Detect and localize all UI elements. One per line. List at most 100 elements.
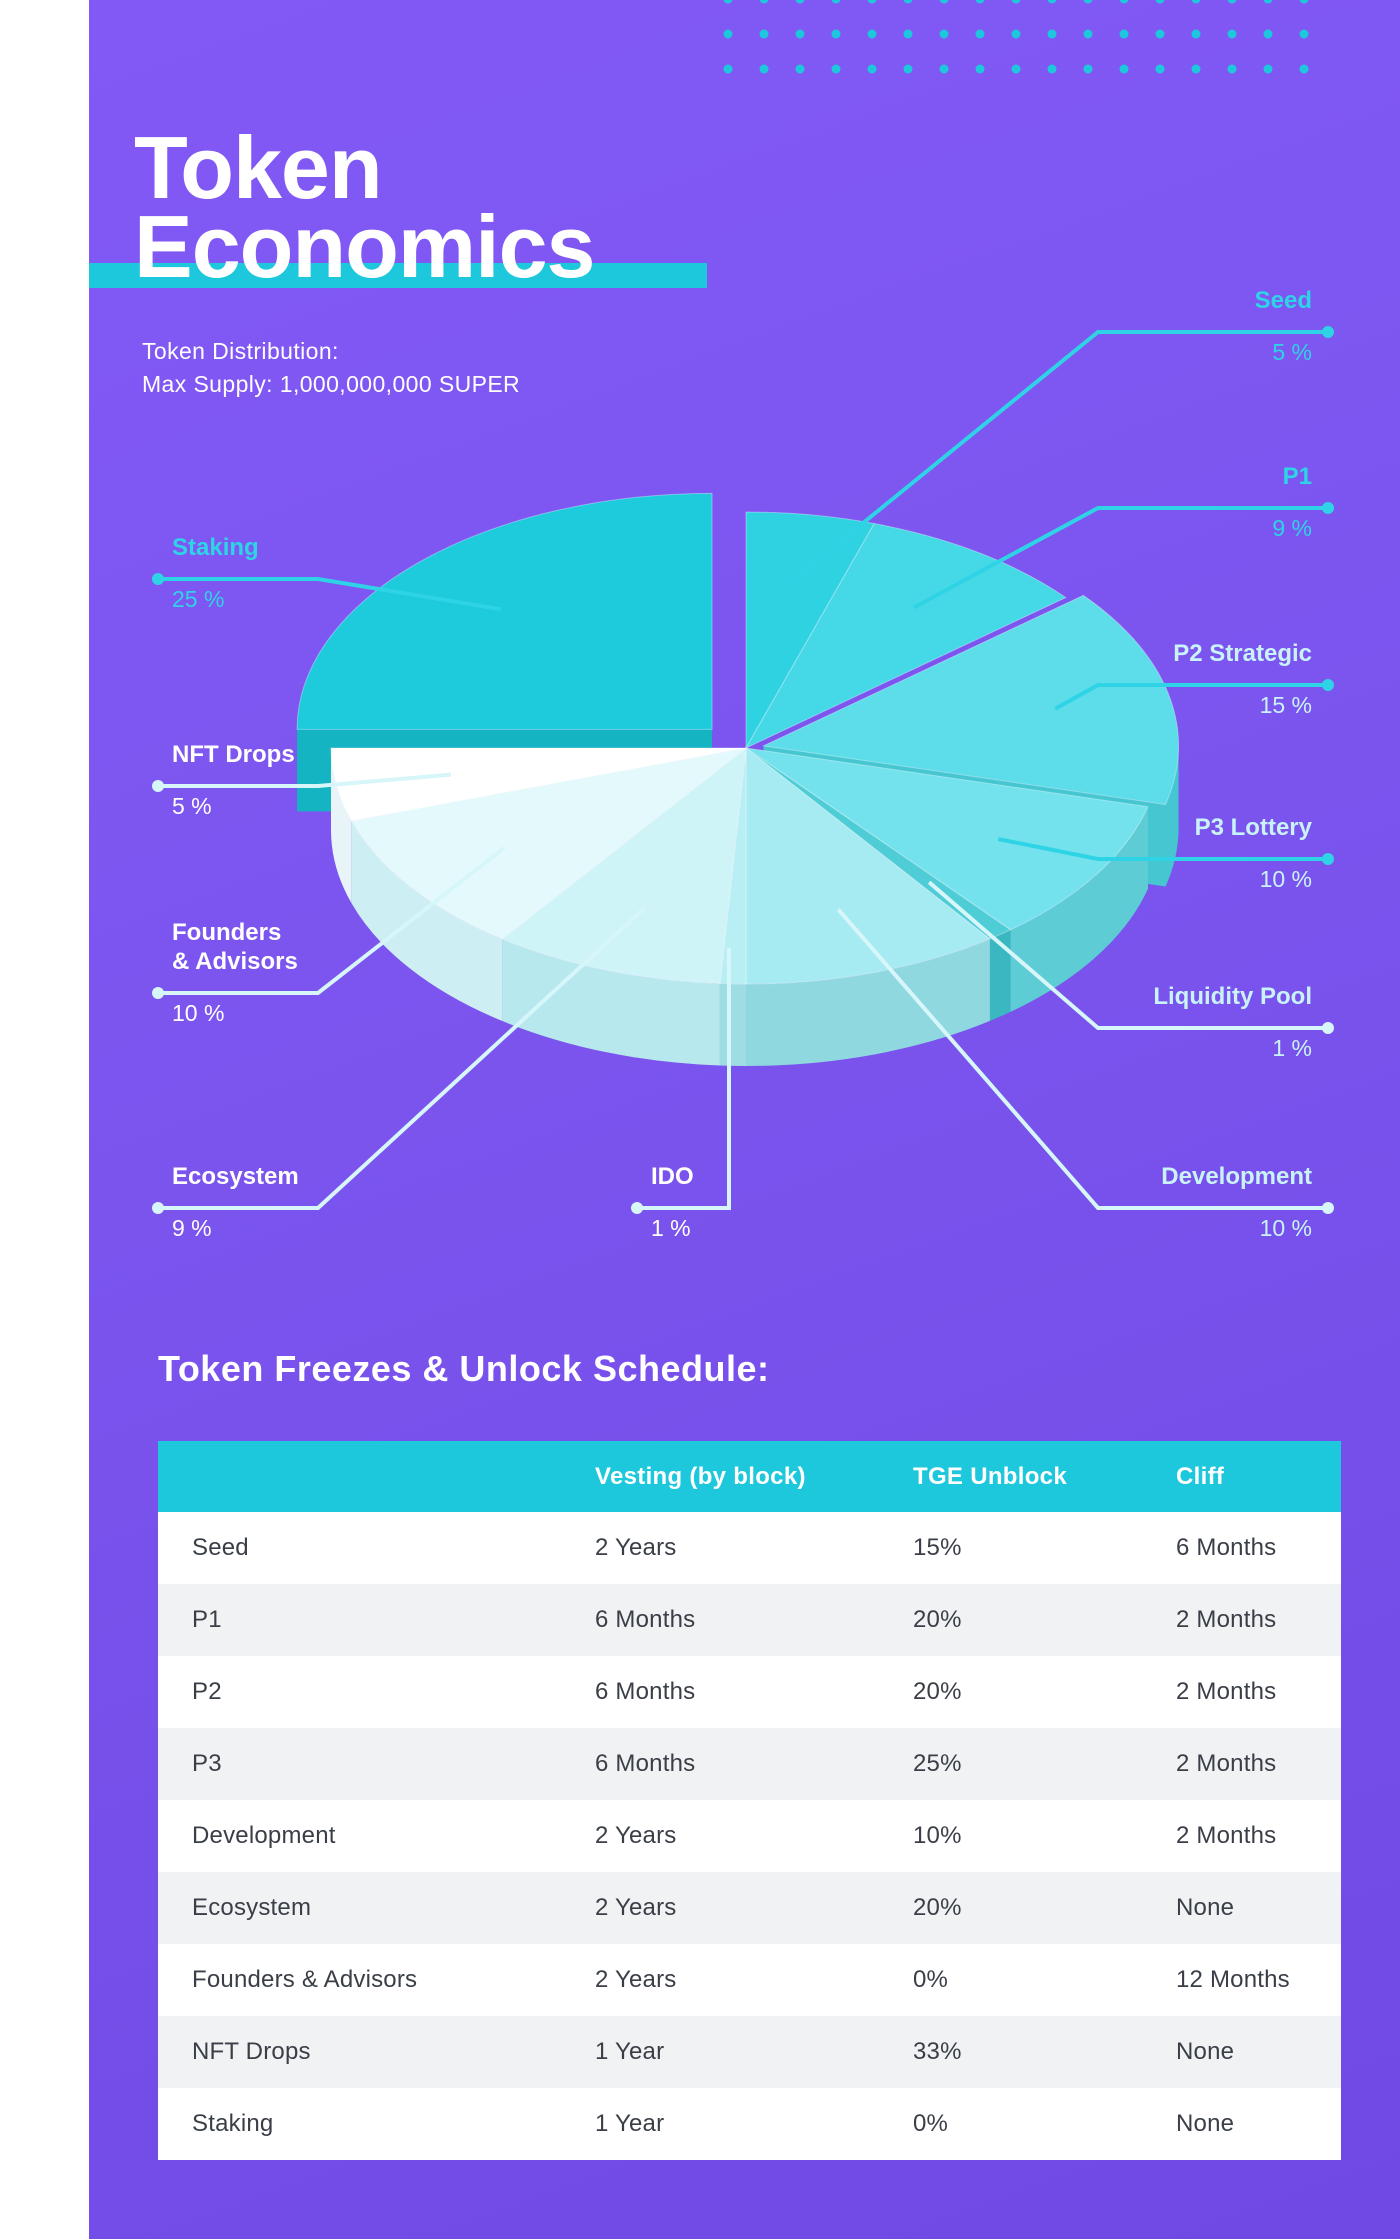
table-cell: 12 Months xyxy=(1176,1944,1341,2016)
pie-slice-p3-lottery xyxy=(745,747,1149,931)
pie-label-name-line: P1 xyxy=(1283,463,1312,490)
decorative-dot xyxy=(867,29,877,39)
decorative-dot xyxy=(723,29,733,39)
table-cell: None xyxy=(1176,2016,1341,2088)
decorative-dot xyxy=(867,64,877,74)
pie-3d-body xyxy=(296,492,1180,1066)
leader-dot-staking xyxy=(152,573,164,585)
leader-line-liquidity-pool xyxy=(927,880,1328,1030)
table-cell: 0% xyxy=(913,1944,1176,2016)
distribution-subtitle: Token Distribution: xyxy=(142,338,339,364)
table-cell: 2 Months xyxy=(1176,1584,1341,1656)
decorative-dot xyxy=(1191,29,1201,39)
column-header xyxy=(158,1441,595,1512)
decorative-dot xyxy=(1299,64,1309,74)
decorative-dot xyxy=(975,29,985,39)
table-row: Development 2 Years 10% 2 Months xyxy=(158,1800,1341,1872)
column-header-tge-unblock: TGE Unblock xyxy=(913,1441,1176,1512)
table-row: P3 6 Months 25% 2 Months xyxy=(158,1728,1341,1800)
leader-line-ecosystem xyxy=(158,906,647,1210)
table-cell: P1 xyxy=(158,1584,595,1656)
pie-label-value-development: 10 % xyxy=(1260,1215,1312,1241)
table-cell: 1 Year xyxy=(595,2016,913,2088)
decorative-dot xyxy=(975,0,985,4)
table-row: Ecosystem 2 Years 20% None xyxy=(158,1872,1341,1944)
table-row: Seed 2 Years 15% 6 Months xyxy=(158,1512,1341,1584)
pie-label-name-line: Liquidity Pool xyxy=(1153,983,1312,1010)
pie-label-value-ido: 1 % xyxy=(651,1215,691,1241)
leader-line-p1 xyxy=(912,506,1328,610)
pie-label-value-staking: 25 % xyxy=(172,586,224,612)
decorative-dot xyxy=(1047,0,1057,4)
schedule-heading: Token Freezes & Unlock Schedule: xyxy=(158,1348,770,1389)
table-cell: Founders & Advisors xyxy=(158,1944,595,2016)
table-row: P2 6 Months 20% 2 Months xyxy=(158,1656,1341,1728)
pie-side-development xyxy=(746,938,990,1066)
pie-slice-development xyxy=(745,746,991,985)
pie-label-name-p2-strategic: P2 Strategic xyxy=(1173,640,1312,667)
table-cell: 15% xyxy=(913,1512,1176,1584)
decorative-dot xyxy=(939,64,949,74)
table-cell: 6 Months xyxy=(595,1728,913,1800)
leader-dot-p1 xyxy=(1322,502,1334,514)
table-cell: Seed xyxy=(158,1512,595,1584)
decorative-dot-grid xyxy=(723,0,1309,74)
decorative-dot xyxy=(1227,64,1237,74)
leader-dot-nft-drops xyxy=(152,780,164,792)
decorative-dot xyxy=(903,29,913,39)
table-cell: None xyxy=(1176,2088,1341,2160)
pie-label-value-ecosystem: 9 % xyxy=(172,1215,212,1241)
pie-label-value-p3-lottery: 10 % xyxy=(1260,866,1312,892)
decorative-dot xyxy=(831,29,841,39)
pie-label-name-line: Ecosystem xyxy=(172,1163,299,1190)
decorative-dot xyxy=(759,64,769,74)
table-cell: 2 Months xyxy=(1176,1800,1341,1872)
decorative-dot xyxy=(1047,64,1057,74)
table-cell: Ecosystem xyxy=(158,1872,595,1944)
decorative-dot xyxy=(723,64,733,74)
table-row: NFT Drops 1 Year 33% None xyxy=(158,2016,1341,2088)
pie-side-founders-and-advisors xyxy=(351,820,503,1021)
leader-line-nft-drops xyxy=(158,772,452,788)
pie-label-value-p2-strategic: 15 % xyxy=(1260,692,1312,718)
leader-dot-ido xyxy=(631,1202,643,1214)
table-cell: P2 xyxy=(158,1656,595,1728)
table-header-row: Vesting (by block) TGE Unblock Cliff xyxy=(158,1441,1341,1512)
decorative-dot xyxy=(1155,0,1165,4)
column-header-vesting: Vesting (by block) xyxy=(595,1441,913,1512)
decorative-dot xyxy=(1227,29,1237,39)
table-cell: None xyxy=(1176,1872,1341,1944)
pie-side-liquidity-pool xyxy=(989,929,1011,1021)
pie-label-name-ecosystem: Ecosystem xyxy=(172,1163,299,1190)
pie-label-value-nft-drops: 5 % xyxy=(172,793,212,819)
decorative-dot xyxy=(795,0,805,4)
decorative-dot xyxy=(1047,29,1057,39)
decorative-dot xyxy=(1155,29,1165,39)
decorative-dot xyxy=(1263,29,1273,39)
decorative-dot xyxy=(759,29,769,39)
pie-side-nft-drops xyxy=(331,748,352,903)
table-row: P1 6 Months 20% 2 Months xyxy=(158,1584,1341,1656)
pie-label-name-line: NFT Drops xyxy=(172,741,295,768)
decorative-dot xyxy=(1083,0,1093,4)
table-cell: 33% xyxy=(913,2016,1176,2088)
decorative-dot xyxy=(867,0,877,4)
pie-slice-staking xyxy=(296,492,713,730)
leader-dot-ecosystem xyxy=(152,1202,164,1214)
leader-line-ido xyxy=(637,948,731,1210)
pie-label-name-line: IDO xyxy=(651,1163,694,1190)
table-cell: 6 Months xyxy=(595,1584,913,1656)
table-cell: 2 Months xyxy=(1176,1656,1341,1728)
table-cell: Staking xyxy=(158,2088,595,2160)
decorative-dot xyxy=(1119,64,1129,74)
decorative-dot xyxy=(1263,0,1273,4)
decorative-dot xyxy=(1299,29,1309,39)
table-cell: 1 Year xyxy=(595,2088,913,2160)
decorative-dot xyxy=(1155,64,1165,74)
leader-dot-founders-and-advisors xyxy=(152,987,164,999)
pie-label-name-founders-and-advisors: Founders & Advisors xyxy=(172,919,298,975)
table-cell: 10% xyxy=(913,1800,1176,1872)
pie-label-name-line: Development xyxy=(1161,1163,1312,1190)
leader-line-p2-strategic xyxy=(1054,683,1328,711)
decorative-dot xyxy=(939,29,949,39)
